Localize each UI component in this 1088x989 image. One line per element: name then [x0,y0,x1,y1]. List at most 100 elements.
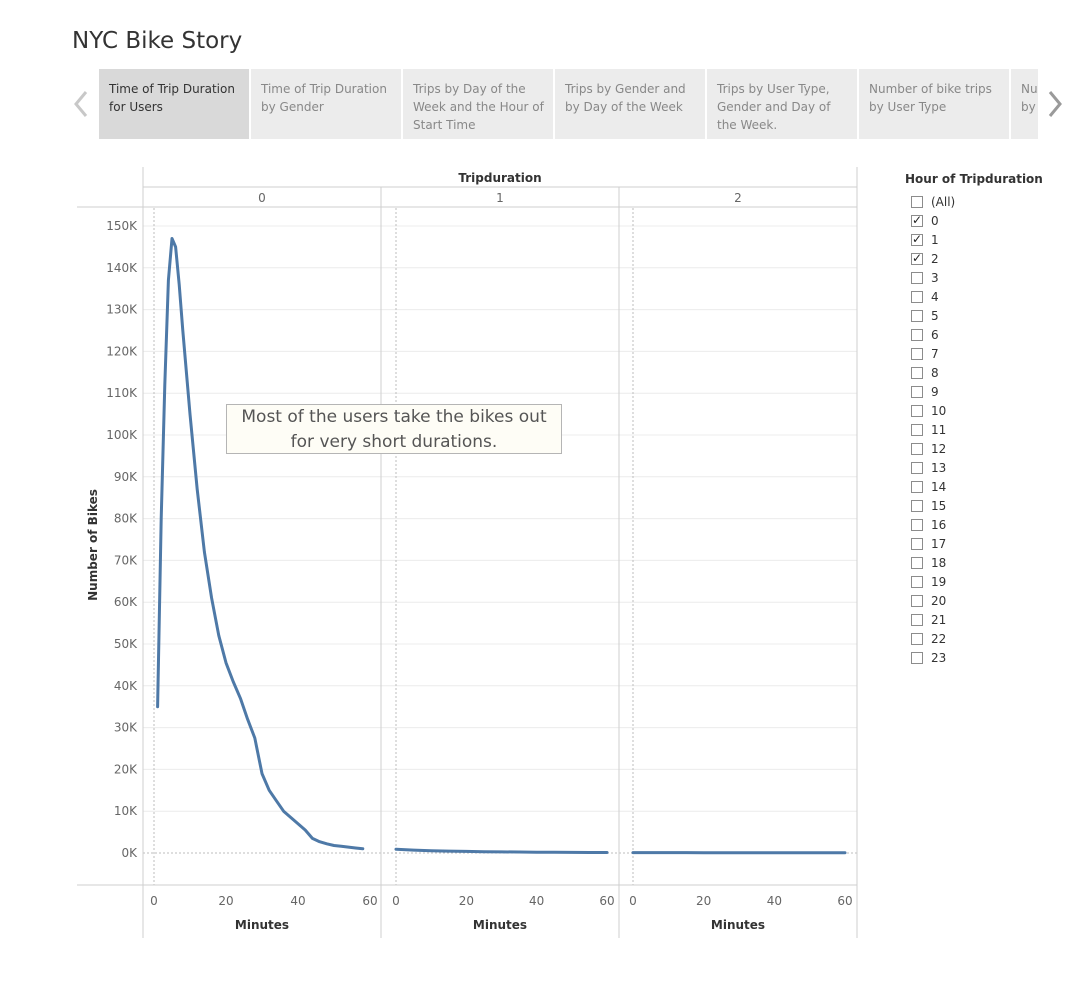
legend-item-label: 0 [931,213,939,228]
filter-checkbox[interactable] [911,575,923,588]
panel-header-label: 2 [734,191,742,205]
legend-item-label: 8 [931,365,939,380]
x-tick-label: 0 [150,894,158,908]
y-tick-label: 80K [114,512,138,526]
legend-item[interactable]: 20 [905,591,1080,610]
story-point-tab[interactable]: Trips by Gender and by Day of the Week [555,69,705,139]
legend-item[interactable]: 16 [905,515,1080,534]
story-point-tab[interactable]: Time of Trip Duration for Users [99,69,249,139]
x-tick-label: 60 [599,894,614,908]
next-story-point-button[interactable] [1042,84,1068,124]
legend-item-label: 6 [931,327,939,342]
series-line[interactable] [156,237,365,851]
story-point-tab[interactable]: Nu by [1011,69,1038,139]
y-tick-label: 120K [106,344,138,358]
legend-item[interactable]: 8 [905,363,1080,382]
legend-item-label: 23 [931,650,947,665]
legend-item-label: 22 [931,631,947,646]
y-tick-label: 140K [106,261,138,275]
legend-item-label: 20 [931,593,947,608]
legend-item[interactable]: 18 [905,553,1080,572]
legend-item-label: 14 [931,479,947,494]
legend-item-label: 13 [931,460,947,475]
filter-checkbox[interactable] [911,271,923,284]
legend-item-label: 10 [931,403,947,418]
x-axis-title: Minutes [473,918,527,932]
story-point-tab[interactable]: Trips by User Type, Gender and Day of th… [707,69,857,139]
filter-checkbox[interactable] [911,556,923,569]
panel-headers: 0 1 2 [258,191,742,205]
filter-checkbox[interactable] [911,499,923,512]
x-tick-label: 20 [218,894,233,908]
filter-checkbox[interactable] [911,328,923,341]
y-tick-label: 20K [114,762,138,776]
legend-item[interactable]: 0 [905,211,1080,230]
legend-item[interactable]: 6 [905,325,1080,344]
filter-checkbox[interactable] [911,347,923,360]
filter-checkbox[interactable] [911,251,923,265]
x-tick-label: 20 [696,894,711,908]
legend-item[interactable]: 2 [905,249,1080,268]
y-tick-label: 130K [106,303,138,317]
legend-item[interactable]: 10 [905,401,1080,420]
legend-item[interactable]: 5 [905,306,1080,325]
filter-checkbox[interactable] [911,442,923,455]
filter-checkbox[interactable] [911,613,923,626]
x-tick-label: 40 [290,894,305,908]
filter-checkbox[interactable] [911,632,923,645]
filter-checkbox[interactable] [911,404,923,417]
filter-checkbox[interactable] [911,461,923,474]
filter-checkbox[interactable] [911,594,923,607]
legend-item-label: 1 [931,232,939,247]
series-line[interactable] [394,847,609,854]
story-point-tab[interactable]: Time of Trip Duration by Gender [251,69,401,139]
legend-item[interactable]: 11 [905,420,1080,439]
story-point-tab[interactable]: Number of bike trips by User Type [859,69,1009,139]
filter-checkbox[interactable] [911,309,923,322]
legend-item[interactable]: 23 [905,648,1080,667]
legend-item[interactable]: 1 [905,230,1080,249]
legend-item[interactable]: 14 [905,477,1080,496]
legend-item[interactable]: 4 [905,287,1080,306]
filter-checkbox[interactable] [911,537,923,550]
panel-header-label: 1 [496,191,504,205]
previous-story-point-button[interactable] [68,84,94,124]
annotation-line-2: for very short durations. [290,432,498,452]
legend-item[interactable]: 17 [905,534,1080,553]
legend-item[interactable]: 15 [905,496,1080,515]
filter-checkbox[interactable] [911,366,923,379]
legend-item-label: 11 [931,422,947,437]
filter-checkbox[interactable] [911,518,923,531]
series-lines [156,237,847,855]
y-tick-label: 40K [114,679,138,693]
legend-item[interactable]: 22 [905,629,1080,648]
legend-item[interactable]: 21 [905,610,1080,629]
y-tick-label: 110K [106,386,138,400]
legend-item[interactable]: 19 [905,572,1080,591]
filter-checkbox[interactable] [911,232,923,246]
filter-checkbox[interactable] [911,385,923,398]
story-point-tab[interactable]: Trips by Day of the Week and the Hour of… [403,69,553,139]
legend-item-label: 2 [931,251,939,266]
y-tick-label: 10K [114,804,138,818]
legend-item-label: 5 [931,308,939,323]
legend-item[interactable]: 12 [905,439,1080,458]
legend-item[interactable]: 9 [905,382,1080,401]
x-axis-title: Minutes [235,918,289,932]
x-tick-label: 60 [837,894,852,908]
x-tick-label: 40 [767,894,782,908]
chevron-left-icon [74,91,88,117]
filter-checkbox[interactable] [911,213,923,227]
filter-checkbox[interactable] [911,423,923,436]
legend-item[interactable]: (All) [905,192,1080,211]
filter-checkbox[interactable] [911,651,923,664]
filter-checkbox[interactable] [911,480,923,493]
filter-checkbox[interactable] [911,195,923,208]
filter-checkbox[interactable] [911,290,923,303]
panel-header-label: 0 [258,191,266,205]
legend-item[interactable]: 13 [905,458,1080,477]
legend-item[interactable]: 3 [905,268,1080,287]
legend-item[interactable]: 7 [905,344,1080,363]
legend-item-label: 7 [931,346,939,361]
